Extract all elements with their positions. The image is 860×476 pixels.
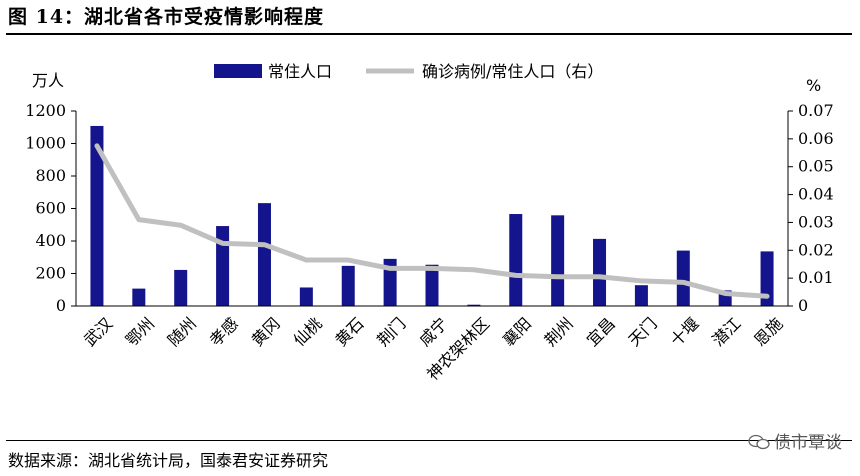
right-tick-label: 0.05 [798,157,834,176]
category-label: 仙桃 [290,314,326,350]
right-tick-label: 0 [798,296,808,315]
left-tick-label: 200 [35,264,66,283]
bar-天门 [634,285,648,306]
bar-仙桃 [299,287,313,306]
bar-series [90,125,774,306]
watermark-text: 债市覃谈 [774,433,842,453]
title-rule [6,33,852,35]
category-label: 随州 [164,314,200,350]
category-label: 荆州 [541,314,577,350]
figure-title: 图 14：湖北省各市受疫情影响程度 [8,6,325,28]
legend-bar-swatch [214,64,262,78]
source-note: 数据来源：湖北省统计局，国泰君安证券研究 [8,451,329,470]
ratio-line [94,143,770,299]
source-rule [6,440,852,441]
left-tick-label: 1200 [25,101,66,120]
left-tick-label: 400 [35,231,66,250]
left-axis-ticks: 0 200 400 600 800 1000 1200 [25,101,76,315]
right-tick-label: 0.06 [798,129,834,148]
left-tick-label: 800 [35,166,66,185]
category-label: 武汉 [80,314,116,350]
watermark: 债市覃谈 [748,428,842,453]
category-label: 黄石 [331,314,367,350]
right-tick-label: 0.04 [798,185,834,204]
category-label: 天门 [625,314,661,350]
left-tick-label: 600 [35,199,66,218]
wechat-icon [748,434,770,450]
bar-孝感 [216,226,230,306]
category-label: 襄阳 [499,314,535,350]
legend-bar-label: 常住人口 [268,62,332,81]
right-tick-label: 0.03 [798,212,834,231]
category-label: 恩施 [750,314,786,350]
category-label: 潜江 [708,314,744,350]
legend-line-label: 确诊病例/常住人口（右） [422,62,603,81]
category-label: 十堰 [667,314,703,350]
left-tick-label: 1000 [25,134,66,153]
right-tick-label: 0.02 [798,240,834,259]
bar-鄂州 [132,288,146,306]
category-label: 孝感 [206,314,242,350]
left-tick-label: 0 [56,296,66,315]
bar-黄冈 [257,203,271,306]
bar-神农架林区 [467,304,481,306]
chart: 常住人口 确诊病例/常住人口（右） 万人 % 0 200 400 600 800 1000… [25,62,834,384]
right-tick-label: 0.07 [798,101,834,120]
left-axis-unit: 万人 [32,71,64,90]
right-tick-label: 0.01 [798,268,834,287]
bar-随州 [174,269,188,306]
bar-荆州 [551,215,565,306]
bar-咸宁 [425,264,439,306]
category-label: 荆门 [373,314,409,350]
category-label: 咸宁 [415,314,451,350]
category-label: 鄂州 [122,314,158,350]
right-axis-unit: % [806,76,821,95]
right-axis-ticks: 0 0.01 0.02 0.03 0.04 0.05 0.06 0.07 [788,101,834,315]
bar-宜昌 [593,238,607,306]
bar-恩施 [760,251,774,306]
category-label: 黄冈 [248,314,284,350]
bar-武汉 [90,125,104,306]
category-label: 宜昌 [583,314,619,350]
bar-襄阳 [509,214,523,306]
bar-黄石 [341,265,355,306]
bar-十堰 [676,250,690,306]
legend: 常住人口 确诊病例/常住人口（右） [214,62,603,81]
